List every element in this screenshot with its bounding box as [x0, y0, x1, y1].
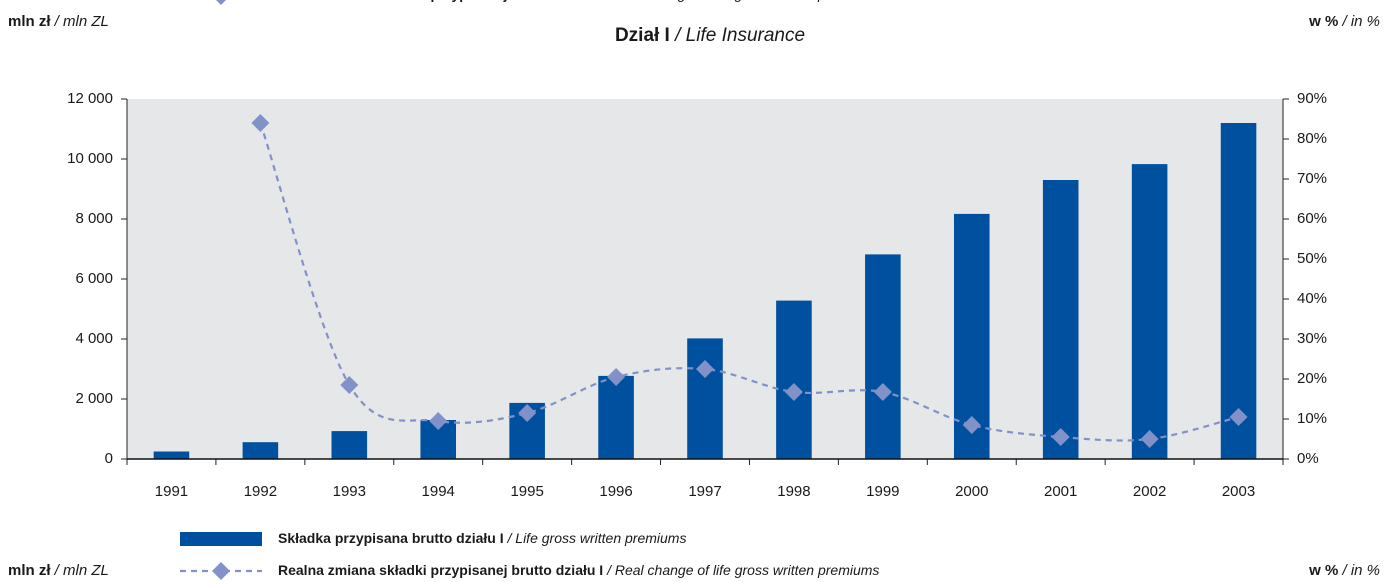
bar	[865, 254, 901, 459]
bar	[153, 451, 190, 459]
marker	[1051, 428, 1070, 446]
y2-tick-label: 30%	[1297, 330, 1327, 347]
title: Dział I / Life Insurance	[615, 25, 805, 46]
legend-label: Składka przypisana brutto działu I / Lif…	[278, 530, 686, 546]
y-tick-label: 4 000	[75, 330, 113, 347]
x-tick-label: 1997	[688, 483, 721, 500]
marker	[873, 383, 892, 401]
y2-tick-label: 90%	[1297, 90, 1327, 107]
x-tick-label: 1994	[422, 483, 455, 500]
x-tick-label: 1995	[510, 483, 543, 500]
marker	[1140, 430, 1159, 448]
marker	[251, 114, 270, 132]
y-axis-label: mln zł / mln ZL	[8, 562, 109, 579]
y2-tick-label: 80%	[1297, 130, 1327, 147]
x-tick-label: 2000	[955, 483, 988, 500]
y2-axis-label: w % / in %	[1308, 13, 1380, 30]
bar	[1220, 123, 1257, 459]
x-tick-label: 2002	[1133, 483, 1166, 500]
x-tick-label: 1993	[333, 483, 366, 500]
y-tick-label: 12 000	[67, 90, 113, 107]
marker	[1229, 408, 1248, 426]
y-axis-label: mln zł / mln ZL	[8, 13, 109, 30]
y-tick-label: 10 000	[67, 150, 113, 167]
x-tick-label: 1991	[155, 483, 188, 500]
y-tick-label: 2 000	[75, 390, 113, 407]
legend-label: Realna zmiana składki przypisanej brutto…	[278, 0, 879, 2]
y2-tick-label: 10%	[1297, 410, 1327, 427]
marker	[518, 404, 537, 422]
x-tick-label: 2003	[1222, 483, 1255, 500]
legend-label: Realna zmiana składki przypisanej brutto…	[278, 562, 879, 578]
y2-axis-label: w % / in %	[1308, 562, 1380, 579]
marker	[784, 383, 803, 401]
bar	[776, 300, 812, 459]
marker	[429, 412, 448, 430]
bar	[1042, 180, 1079, 459]
legend-marker	[212, 562, 230, 580]
y2-tick-label: 50%	[1297, 250, 1327, 267]
bar	[687, 338, 723, 459]
x-tick-label: 1999	[866, 483, 899, 500]
marker	[962, 416, 981, 434]
bar	[1131, 164, 1168, 459]
x-tick-label: 1996	[599, 483, 632, 500]
y-tick-label: 8 000	[75, 210, 113, 227]
bar	[242, 442, 279, 459]
legend-swatch	[180, 532, 262, 546]
y2-tick-label: 40%	[1297, 290, 1327, 307]
y2-tick-label: 20%	[1297, 370, 1327, 387]
marker	[340, 376, 359, 394]
y-tick-label: 0	[105, 450, 113, 467]
legend-marker	[216, 0, 226, 5]
y2-tick-label: 60%	[1297, 210, 1327, 227]
x-tick-label: 2001	[1044, 483, 1077, 500]
y2-tick-label: 70%	[1297, 170, 1327, 187]
y-tick-label: 6 000	[75, 270, 113, 287]
marker	[696, 360, 714, 378]
x-tick-label: 1992	[244, 483, 277, 500]
x-tick-label: 1998	[777, 483, 810, 500]
marker	[607, 368, 626, 386]
y2-tick-label: 0%	[1297, 450, 1319, 467]
bar	[598, 375, 634, 459]
bar	[331, 431, 368, 459]
